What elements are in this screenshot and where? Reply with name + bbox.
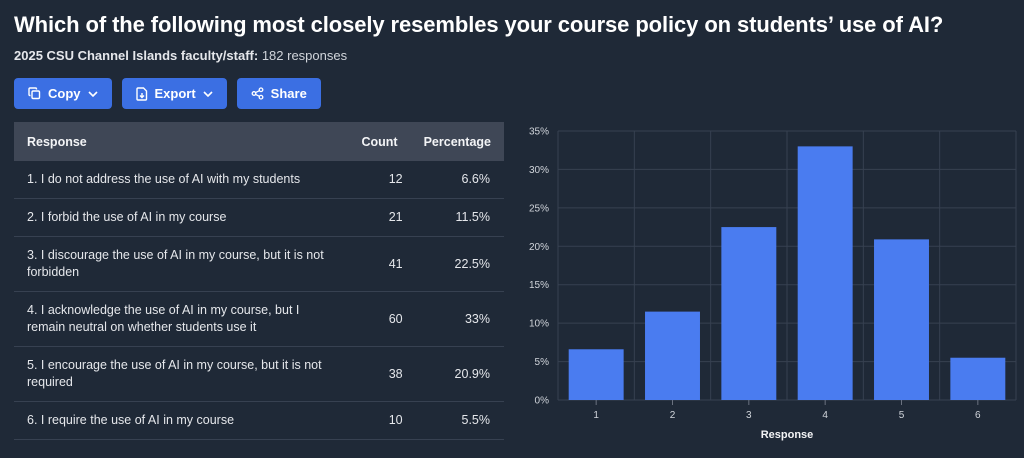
table-row: 2. I forbid the use of AI in my course 2…	[14, 198, 504, 237]
chevron-down-icon	[203, 90, 213, 97]
response-count: 182 responses	[261, 48, 348, 63]
y-tick-label: 15%	[529, 280, 549, 291]
table-header-row: Response Count Percentage	[14, 122, 504, 161]
table-row: 6. I require the use of AI in my course …	[14, 401, 504, 440]
toolbar: Copy Export Share	[14, 78, 321, 109]
y-tick-label: 35%	[529, 127, 549, 138]
percentage-cell: 11.5%	[410, 198, 504, 237]
export-button[interactable]: Export	[121, 78, 227, 109]
y-tick-label: 30%	[529, 165, 549, 176]
export-file-icon	[135, 86, 148, 101]
response-bar-chart: 0% 5% 10% 15% 20% 25% 30% 35% 1 2 3 4 5 6 Response	[529, 127, 1017, 441]
bar	[950, 357, 1006, 400]
share-button[interactable]: Share	[236, 78, 321, 109]
export-button-label: Export	[154, 86, 196, 101]
response-cell: 6. I require the use of AI in my course	[14, 401, 340, 440]
bar	[721, 227, 777, 400]
y-tick-label: 10%	[529, 319, 549, 330]
column-header-response: Response	[27, 134, 87, 149]
percentage-cell: 33%	[410, 291, 504, 347]
count-cell: 38	[339, 346, 411, 402]
response-table: Response Count Percentage 1. I do not ad…	[14, 122, 504, 440]
x-tick-label: 6	[975, 410, 981, 421]
table-row: 1. I do not address the use of AI with m…	[14, 161, 504, 199]
table-row: 4. I acknowledge the use of AI in my cou…	[14, 291, 504, 347]
column-header-count: Count	[361, 134, 398, 149]
y-tick-label: 5%	[535, 357, 550, 368]
copy-icon	[28, 87, 41, 100]
bar	[645, 311, 700, 400]
x-tick-label: 1	[593, 410, 599, 421]
x-tick-label: 2	[670, 410, 676, 421]
y-tick-label: 0%	[535, 396, 550, 407]
subtitle: 2025 CSU Channel Islands faculty/staff: …	[14, 48, 347, 63]
response-cell: 5. I encourage the use of AI in my cours…	[14, 346, 340, 402]
chevron-down-icon	[87, 90, 98, 97]
percentage-cell: 6.6%	[410, 161, 504, 199]
response-cell: 4. I acknowledge the use of AI in my cou…	[14, 291, 340, 347]
page-title: Which of the following most closely rese…	[14, 12, 944, 37]
count-cell: 12	[339, 161, 411, 199]
subtitle-org: 2025 CSU Channel Islands faculty/staff:	[14, 48, 259, 63]
percentage-cell: 22.5%	[410, 236, 504, 292]
share-button-label: Share	[270, 86, 307, 101]
bar	[874, 239, 929, 400]
count-cell: 21	[339, 198, 411, 237]
response-cell: 3. I discourage the use of AI in my cour…	[14, 236, 340, 292]
x-tick-label: 5	[899, 410, 905, 421]
table-row: 5. I encourage the use of AI in my cours…	[14, 346, 504, 402]
response-cell: 1. I do not address the use of AI with m…	[14, 161, 340, 199]
copy-button-label: Copy	[48, 86, 81, 101]
copy-button[interactable]: Copy	[14, 78, 112, 109]
y-tick-label: 25%	[529, 203, 549, 214]
x-tick-label: 3	[746, 410, 752, 421]
count-cell: 10	[339, 401, 411, 440]
share-icon	[251, 87, 264, 100]
count-cell: 60	[339, 291, 411, 347]
column-header-percentage: Percentage	[423, 134, 491, 149]
percentage-cell: 5.5%	[410, 401, 504, 440]
table-row: 3. I discourage the use of AI in my cour…	[14, 236, 504, 292]
response-cell: 2. I forbid the use of AI in my course	[14, 198, 340, 237]
percentage-cell: 20.9%	[410, 346, 504, 402]
bar	[797, 146, 853, 400]
x-axis-label: Response	[761, 429, 814, 441]
x-tick-label: 4	[822, 410, 828, 421]
y-tick-label: 20%	[529, 242, 549, 253]
count-cell: 41	[339, 236, 411, 292]
bar	[568, 349, 624, 400]
